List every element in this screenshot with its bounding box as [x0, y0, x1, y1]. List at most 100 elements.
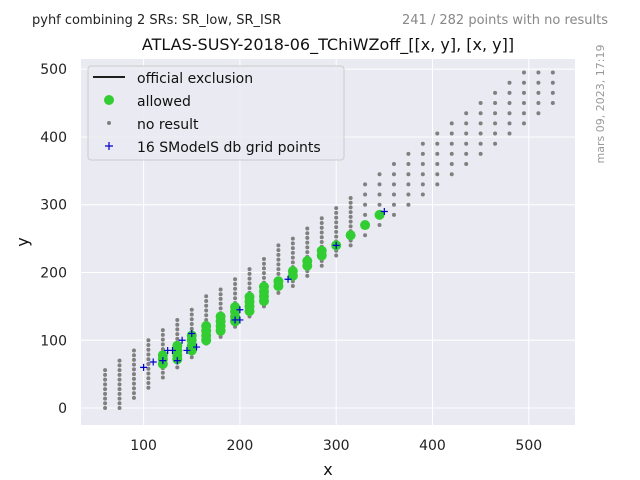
no-result-point: [536, 80, 541, 85]
no-result-point: [348, 224, 353, 229]
y-tick-label: 300: [40, 198, 67, 214]
no-result-point: [131, 391, 136, 396]
grid-point-plus: [380, 208, 388, 215]
no-result-point: [305, 240, 310, 245]
no-result-point: [363, 182, 368, 187]
no-result-point: [117, 387, 122, 392]
no-result-point: [420, 182, 425, 187]
allowed-point: [287, 266, 298, 277]
no-result-point: [131, 362, 136, 367]
legend-box: [87, 65, 345, 161]
no-result-point: [507, 131, 512, 136]
no-result-point: [218, 287, 223, 292]
no-result-point: [420, 192, 425, 197]
no-result-point: [233, 277, 238, 282]
no-result-point: [290, 246, 295, 251]
no-result-point: [319, 240, 324, 244]
no-result-point: [464, 111, 469, 116]
no-result-point: [261, 256, 266, 261]
no-result-point: [117, 372, 122, 377]
header-left-note: pyhf combining 2 SRs: SR_low, SR_ISR: [32, 13, 281, 28]
no-result-point: [276, 243, 281, 248]
no-result-point: [305, 245, 310, 250]
legend-allowed-label: allowed: [137, 94, 191, 110]
no-result-point: [377, 223, 382, 228]
no-result-point: [334, 229, 339, 234]
no-result-point: [348, 195, 353, 200]
no-result-point: [233, 282, 238, 287]
no-result-point: [478, 131, 483, 136]
no-result-point: [550, 70, 555, 75]
grid-point-plus: [188, 330, 196, 337]
no-result-point: [449, 172, 454, 177]
no-result-point: [406, 202, 411, 207]
allowed-point: [374, 209, 385, 220]
no-result-point: [189, 317, 194, 322]
no-result-point: [319, 216, 324, 221]
legend: official exclusion allowed no result 16 …: [87, 65, 345, 161]
no-result-point: [204, 308, 209, 313]
no-result-point: [290, 284, 295, 289]
grid-lines: [81, 59, 575, 425]
no-result-point: [478, 121, 483, 126]
no-result-point: [290, 260, 295, 265]
no-result-point: [189, 355, 194, 360]
no-result-point: [334, 234, 339, 239]
no-result-point: [276, 271, 281, 276]
no-result-point: [103, 387, 108, 392]
no-result-point: [131, 395, 136, 400]
no-result-point: [261, 271, 266, 276]
legend-grid-marker: [105, 142, 113, 150]
no-result-point: [464, 121, 469, 126]
no-result-point: [478, 141, 483, 146]
no-result-point: [146, 371, 151, 376]
no-result-point: [521, 80, 526, 85]
no-result-point: [276, 257, 281, 262]
no-result-point: [117, 368, 122, 373]
x-tick-label: 100: [130, 438, 157, 454]
no-result-point: [218, 292, 223, 297]
y-tick-label: 500: [40, 62, 67, 78]
no-result-point: [334, 215, 339, 220]
grid-point-plus: [168, 346, 176, 354]
no-result-point: [377, 192, 382, 197]
no-result-point: [233, 296, 238, 301]
x-tick-label: 400: [419, 438, 446, 454]
no-result-point: [406, 172, 411, 177]
no-result-point: [420, 172, 425, 177]
no-result-point: [319, 230, 324, 235]
x-axis-ticks: 100 200 300 400 500: [130, 438, 542, 454]
no-result-point: [391, 202, 396, 207]
no-result-point: [218, 306, 223, 311]
no-result-point: [146, 357, 151, 362]
y-tick-label: 100: [40, 333, 67, 349]
no-result-point: [160, 337, 165, 342]
no-result-point: [536, 101, 541, 106]
allowed-point: [360, 220, 371, 231]
no-result-point: [464, 151, 469, 156]
no-result-point: [103, 382, 108, 387]
no-result-point: [189, 312, 194, 317]
no-result-point: [117, 377, 122, 382]
no-result-point: [521, 101, 526, 106]
no-result-point: [117, 391, 122, 396]
no-result-point: [146, 343, 151, 348]
allowed-point: [215, 311, 226, 322]
no-result-point: [550, 101, 555, 106]
no-result-point: [377, 202, 382, 207]
legend-no-result-label: no result: [137, 117, 199, 133]
no-result-point: [117, 396, 122, 401]
grid-point-plus: [140, 363, 148, 371]
no-result-point: [420, 141, 425, 146]
no-result-point: [247, 276, 252, 281]
no-result-point: [247, 267, 252, 272]
no-result-point: [103, 372, 108, 377]
y-tick-label: 0: [58, 401, 67, 417]
legend-grid-label: 16 SModelS db grid points: [137, 140, 321, 156]
no-result-point: [391, 162, 396, 167]
no-result-point: [464, 141, 469, 146]
no-result-point: [131, 367, 136, 372]
no-result-point: [435, 162, 440, 167]
grid-point-plus: [178, 336, 186, 344]
no-result-point: [247, 286, 252, 291]
